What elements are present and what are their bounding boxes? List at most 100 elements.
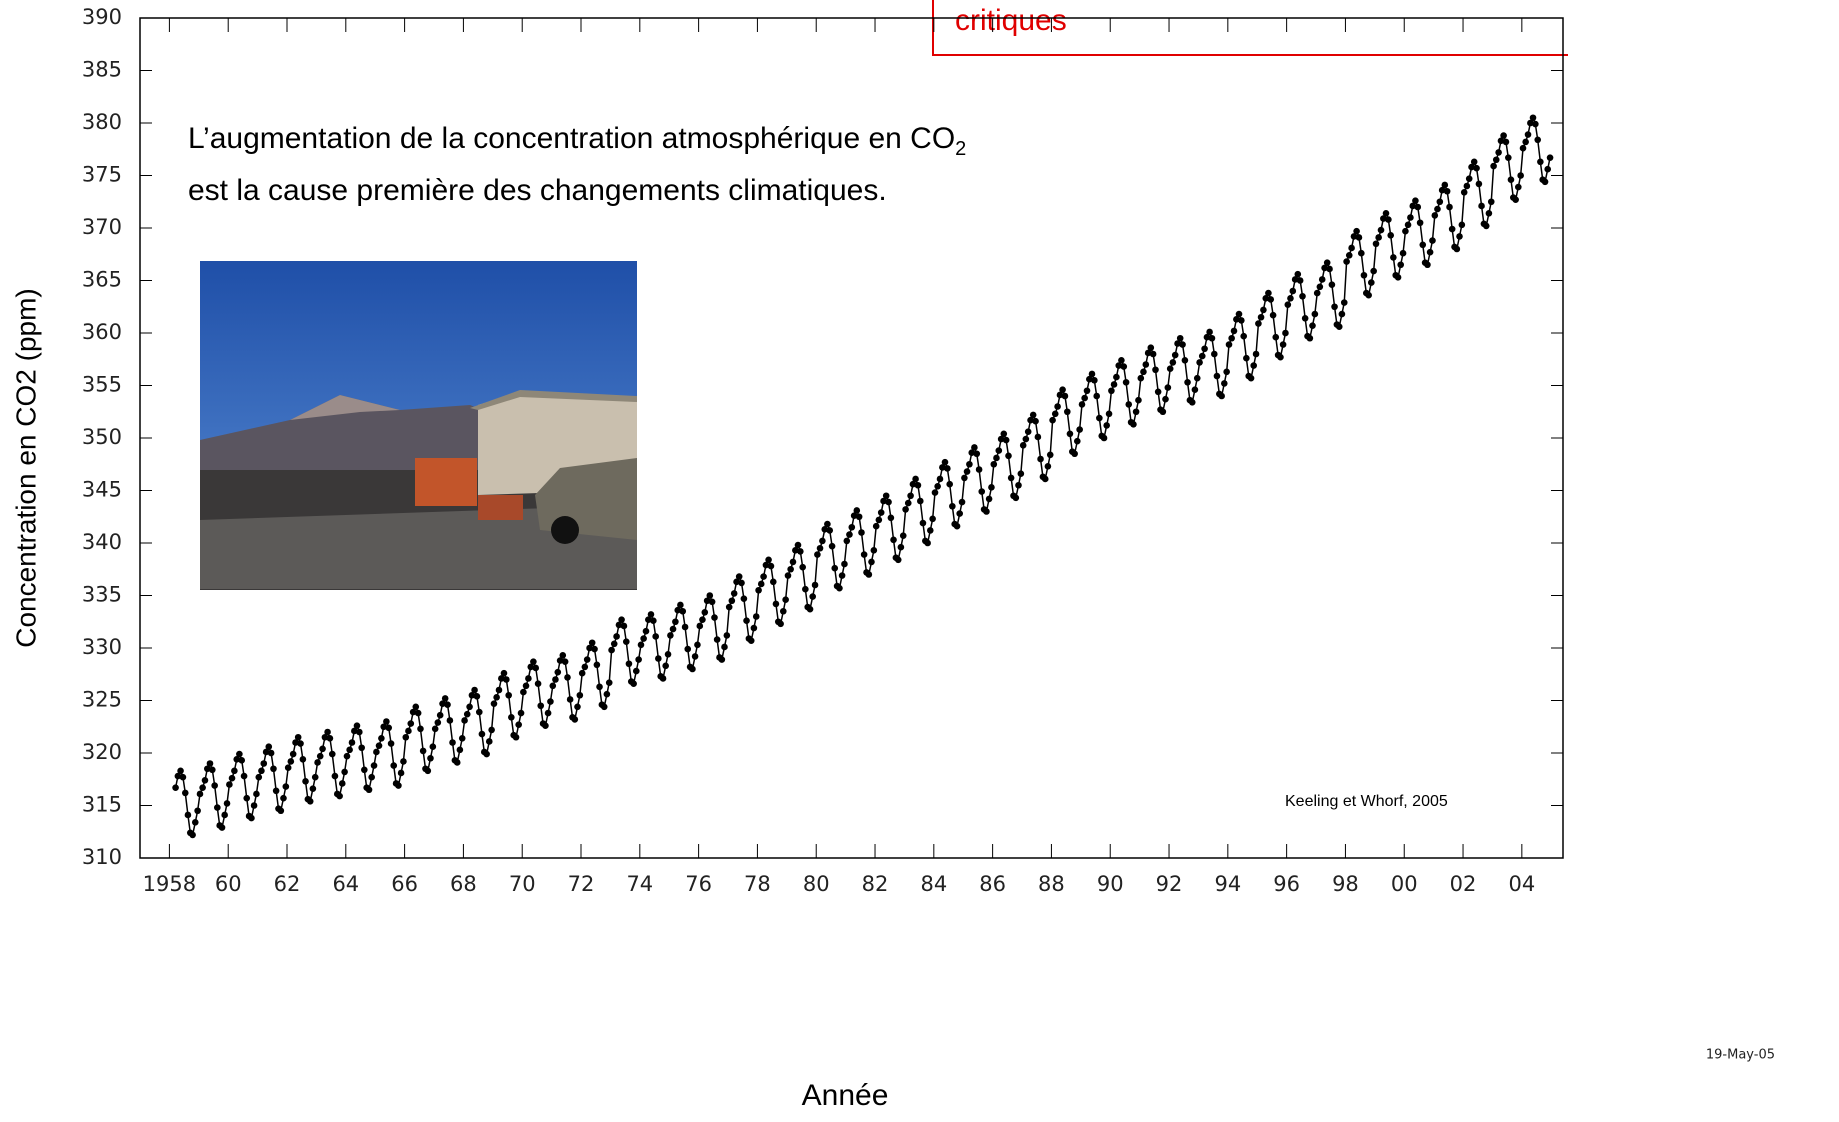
data-point (1434, 205, 1441, 213)
data-point (1088, 370, 1096, 378)
data-point (544, 709, 552, 717)
data-point (348, 739, 356, 746)
data-point (1252, 350, 1260, 358)
data-point (664, 651, 672, 658)
data-point (578, 669, 586, 677)
data-point (995, 447, 1003, 454)
data-point (431, 725, 439, 733)
data-point (181, 789, 189, 797)
data-point (988, 484, 995, 491)
data-point (1468, 163, 1475, 171)
data-point (1306, 334, 1314, 342)
data-point (331, 772, 339, 780)
data-point (417, 725, 424, 733)
y-tick-label: 385 (82, 58, 122, 82)
data-point (1441, 181, 1449, 189)
data-point (1289, 287, 1297, 295)
data-point (211, 782, 218, 789)
data-point (380, 723, 388, 731)
data-point (351, 727, 358, 735)
data-point (669, 625, 677, 633)
data-point (1328, 281, 1336, 289)
data-point (811, 581, 819, 589)
data-point (294, 733, 302, 741)
photo (200, 261, 637, 590)
data-point (248, 814, 255, 822)
data-point (625, 660, 633, 668)
data-point (1122, 379, 1130, 386)
data-point (620, 622, 628, 630)
banner-text: critiques (955, 4, 1067, 37)
data-point (613, 633, 620, 640)
data-point (1081, 394, 1088, 402)
data-point (1353, 227, 1360, 235)
data-point (1260, 306, 1267, 314)
data-point (794, 541, 802, 549)
y-tick-label: 355 (82, 373, 122, 397)
data-point (1154, 388, 1162, 396)
data-point (517, 709, 525, 717)
annotation: L’augmentation de la concentration atmos… (188, 122, 966, 160)
data-point (449, 739, 456, 746)
date-stamp: 19-May-05 (1706, 1048, 1775, 1063)
data-point (1086, 375, 1093, 383)
data-point (824, 520, 831, 528)
data-point (1407, 214, 1414, 221)
data-point (877, 509, 885, 516)
data-point (483, 750, 490, 758)
y-tick-label: 320 (82, 740, 122, 764)
data-point (243, 794, 251, 802)
data-point (262, 748, 270, 756)
data-point (343, 752, 351, 760)
data-point (204, 765, 211, 773)
data-point (1078, 401, 1086, 408)
data-point (253, 790, 260, 798)
data-point (1174, 340, 1181, 347)
data-point (199, 784, 206, 791)
data-point (1243, 354, 1250, 362)
data-point (939, 464, 946, 471)
data-point (907, 492, 914, 500)
data-point (1446, 203, 1453, 211)
data-point (174, 772, 182, 780)
data-point (593, 661, 601, 669)
data-point (1184, 379, 1191, 386)
data-point (1262, 295, 1270, 302)
data-point (1051, 410, 1059, 418)
data-point (1257, 313, 1265, 321)
data-point (860, 551, 868, 558)
data-point (997, 435, 1005, 443)
data-point (1206, 328, 1213, 336)
data-point (586, 644, 593, 652)
data-point (1416, 219, 1424, 227)
data-point (1497, 137, 1505, 145)
data-point (890, 536, 897, 544)
data-point (1345, 252, 1353, 259)
data-point (843, 537, 851, 545)
x-tick-label: 1958 (143, 872, 196, 896)
data-point (1142, 361, 1150, 368)
data-point (1201, 345, 1208, 353)
data-point (1169, 359, 1177, 366)
data-point (630, 680, 637, 687)
data-point (904, 499, 912, 507)
data-point (684, 645, 692, 653)
data-point (238, 757, 246, 764)
data-point (1176, 334, 1184, 342)
data-point (740, 595, 748, 602)
data-point (503, 676, 510, 683)
data-point (1512, 196, 1519, 203)
data-point (1340, 299, 1348, 306)
data-point (277, 807, 285, 815)
data-point (436, 711, 444, 719)
x-tick-label: 04 (1508, 872, 1535, 896)
data-point (1424, 261, 1431, 269)
data-point (346, 746, 353, 754)
data-point (390, 762, 398, 769)
data-point (1135, 396, 1142, 404)
data-point (1250, 362, 1258, 369)
data-point (282, 783, 290, 790)
data-point (1193, 374, 1201, 382)
data-point (564, 674, 571, 681)
data-point (468, 691, 476, 699)
